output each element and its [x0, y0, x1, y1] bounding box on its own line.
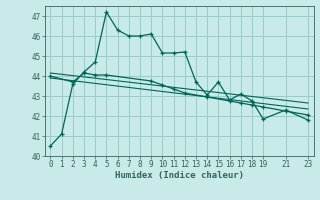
- X-axis label: Humidex (Indice chaleur): Humidex (Indice chaleur): [115, 171, 244, 180]
